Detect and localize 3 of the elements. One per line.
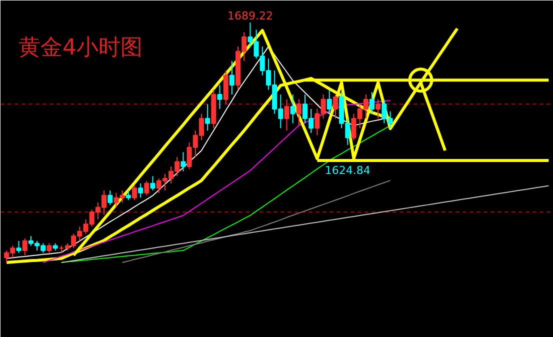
annotation: 1689.22	[227, 10, 273, 23]
text: 黄金4小时图	[18, 36, 142, 60]
annotation: 1624.84	[324, 164, 370, 177]
